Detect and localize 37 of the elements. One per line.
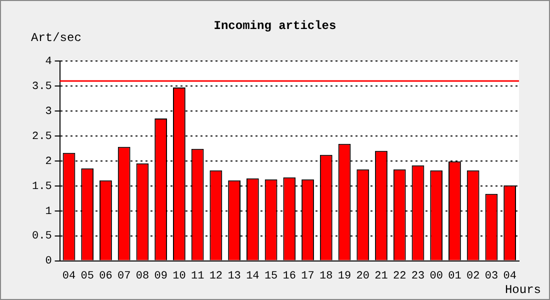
x-tick-label: 06 xyxy=(99,270,112,282)
x-axis-title: Hours xyxy=(504,283,541,297)
x-tick-label: 19 xyxy=(338,270,352,282)
x-tick-label: 16 xyxy=(282,270,296,282)
x-tick-label: 07 xyxy=(117,270,131,282)
x-tick-label: 21 xyxy=(374,270,388,282)
y-tick-label: 1 xyxy=(45,206,52,218)
x-tick-label: 10 xyxy=(172,270,186,282)
x-tick-label: 05 xyxy=(80,270,94,282)
x-tick-label: 17 xyxy=(301,270,314,282)
y-axis-title: Art/sec xyxy=(31,31,82,45)
x-tick-label: 11 xyxy=(190,270,205,282)
x-tick-label: 12 xyxy=(209,270,223,282)
y-tick-label: 1.5 xyxy=(32,180,52,193)
y-tick-label: 0.5 xyxy=(32,230,52,243)
x-tick-label: 18 xyxy=(320,270,333,282)
x-tick-label: 20 xyxy=(356,270,370,282)
x-tick-label: 02 xyxy=(466,270,480,282)
x-tick-label: 03 xyxy=(484,270,498,282)
x-tick-label: 14 xyxy=(246,270,260,282)
x-tick-label: 04 xyxy=(503,270,517,282)
y-tick-label: 3 xyxy=(45,106,52,118)
y-tick-label: 2.5 xyxy=(32,130,52,143)
y-tick-label: 0 xyxy=(45,256,52,268)
x-tick-label: 01 xyxy=(448,270,462,282)
x-tick-label: 22 xyxy=(393,270,406,282)
x-tick-label: 04 xyxy=(62,270,76,282)
y-tick-label: 4 xyxy=(45,56,52,68)
x-tick-label: 15 xyxy=(264,270,278,282)
x-tick-label: 08 xyxy=(136,270,150,282)
x-tick-label: 09 xyxy=(154,270,168,282)
y-tick-label: 3.5 xyxy=(32,80,52,93)
x-tick-label: 13 xyxy=(228,270,241,282)
x-tick-label: 23 xyxy=(411,270,425,282)
y-tick-label: 2 xyxy=(45,156,52,168)
x-tick-label: 00 xyxy=(430,270,443,282)
chart-title: Incoming articles xyxy=(214,19,336,33)
